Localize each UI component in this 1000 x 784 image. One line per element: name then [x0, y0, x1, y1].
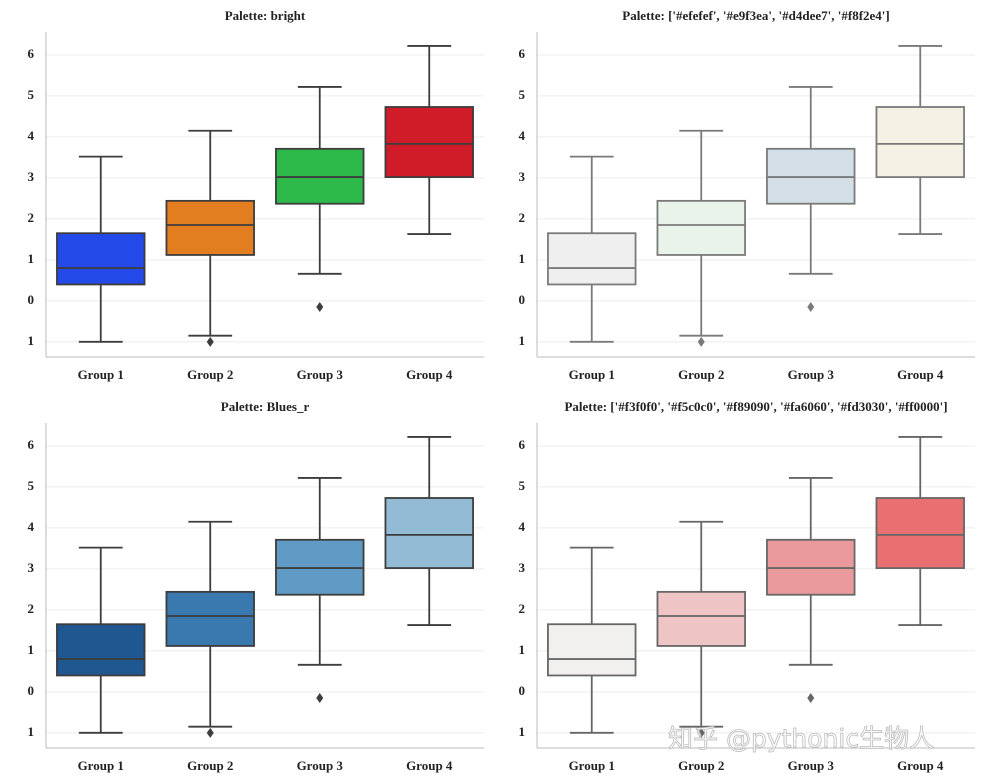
- y-tick-label: 3: [519, 560, 526, 575]
- flier: [316, 302, 324, 312]
- y-tick-label: 1: [28, 724, 35, 739]
- x-tick-label: Group 4: [897, 367, 944, 382]
- box: [384, 106, 474, 178]
- y-tick-label: 6: [28, 46, 35, 61]
- box: [875, 106, 965, 178]
- flier: [206, 336, 214, 347]
- y-tick-label: 5: [28, 87, 35, 102]
- y-tick-label: 2: [28, 601, 35, 616]
- x-tick-label: Group 4: [897, 758, 944, 773]
- y-tick-label: 3: [28, 169, 35, 184]
- y-tick-label: 3: [28, 560, 35, 575]
- y-tick-label: 3: [519, 169, 526, 184]
- box: [656, 590, 746, 647]
- y-tick-label: 1: [519, 333, 526, 348]
- y-tick-label: 4: [519, 128, 526, 143]
- y-tick-label: 6: [519, 437, 526, 452]
- box: [656, 199, 746, 256]
- y-tick-label: 5: [519, 87, 526, 102]
- x-tick-label: Group 1: [569, 758, 615, 773]
- y-tick-label: 6: [28, 437, 35, 452]
- x-tick-label: Group 1: [78, 367, 124, 382]
- y-tick-label: 1: [519, 251, 526, 266]
- y-tick-label: 2: [519, 210, 526, 225]
- box: [547, 232, 637, 286]
- y-tick-label: 1: [28, 642, 35, 657]
- y-tick-label: 5: [519, 478, 526, 493]
- x-tick-label: Group 4: [406, 367, 453, 382]
- x-tick-label: Group 2: [187, 367, 233, 382]
- y-tick-label: 2: [28, 210, 35, 225]
- y-tick-label: 5: [28, 478, 35, 493]
- x-tick-label: Group 2: [678, 367, 724, 382]
- y-tick-label: 0: [28, 683, 35, 698]
- y-tick-label: 0: [519, 683, 526, 698]
- flier: [206, 727, 214, 738]
- chart-title: Palette: ['#f3f0f0', '#f5c0c0', '#f89090…: [564, 399, 947, 414]
- y-tick-label: 2: [519, 601, 526, 616]
- y-tick-label: 4: [519, 519, 526, 534]
- flier: [697, 727, 705, 738]
- box: [165, 199, 255, 256]
- box: [875, 497, 965, 569]
- x-tick-label: Group 3: [788, 367, 835, 382]
- y-tick-label: 1: [28, 333, 35, 348]
- y-tick-label: 4: [28, 128, 35, 143]
- x-tick-label: Group 3: [297, 367, 344, 382]
- box: [56, 623, 146, 677]
- flier: [807, 693, 815, 703]
- x-tick-label: Group 4: [406, 758, 453, 773]
- box: [384, 497, 474, 569]
- x-tick-label: Group 2: [187, 758, 233, 773]
- x-tick-label: Group 1: [78, 758, 124, 773]
- x-tick-label: Group 1: [569, 367, 615, 382]
- box: [56, 232, 146, 286]
- y-tick-label: 1: [519, 642, 526, 657]
- y-tick-label: 0: [519, 292, 526, 307]
- chart-title: Palette: Blues_r: [221, 399, 310, 414]
- watermark: 知乎 @pythonic生物人: [668, 724, 934, 753]
- chart-title: Palette: bright: [225, 8, 306, 23]
- x-tick-label: Group 3: [788, 758, 835, 773]
- y-tick-label: 1: [519, 724, 526, 739]
- y-tick-label: 0: [28, 292, 35, 307]
- y-tick-label: 6: [519, 46, 526, 61]
- chart-title: Palette: ['#efefef', '#e9f3ea', '#d4dee7…: [622, 8, 889, 23]
- box: [165, 590, 255, 647]
- y-tick-label: 1: [28, 251, 35, 266]
- flier: [316, 693, 324, 703]
- flier: [807, 302, 815, 312]
- box: [547, 623, 637, 677]
- y-tick-label: 4: [28, 519, 35, 534]
- x-tick-label: Group 2: [678, 758, 724, 773]
- x-tick-label: Group 3: [297, 758, 344, 773]
- flier: [697, 336, 705, 347]
